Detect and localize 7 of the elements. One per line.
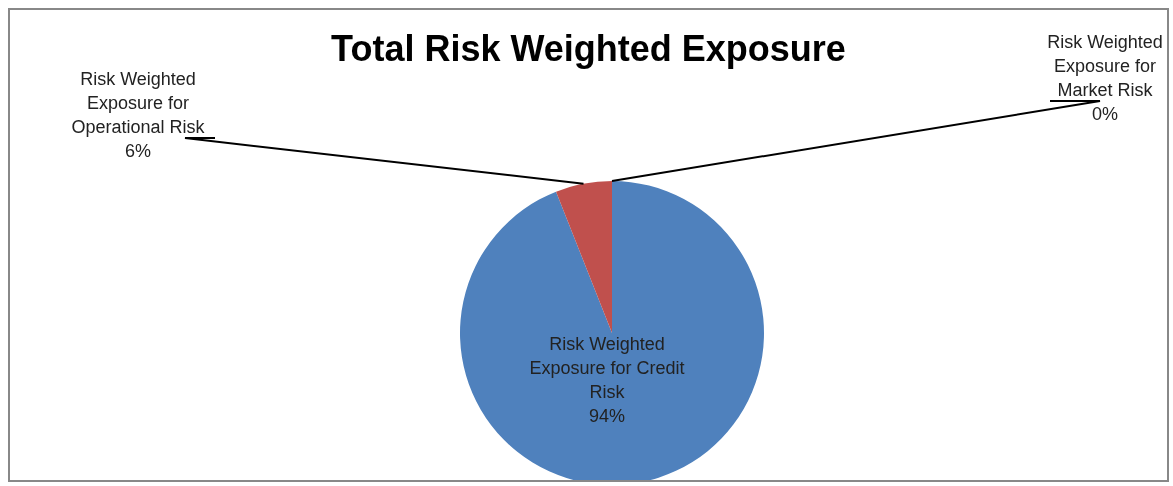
slice-label: Risk Weighted Exposure for Credit Risk <box>529 334 685 402</box>
chart-title: Total Risk Weighted Exposure <box>331 28 846 69</box>
data-label: 6% <box>124 141 152 161</box>
category-label: Risk Weighted Exposure for Market Risk <box>1047 32 1163 100</box>
slice-label: Risk Weighted Exposure for Operational Risk <box>71 69 206 137</box>
text: 0% <box>1091 104 1119 124</box>
data-label: 94% <box>588 406 626 426</box>
